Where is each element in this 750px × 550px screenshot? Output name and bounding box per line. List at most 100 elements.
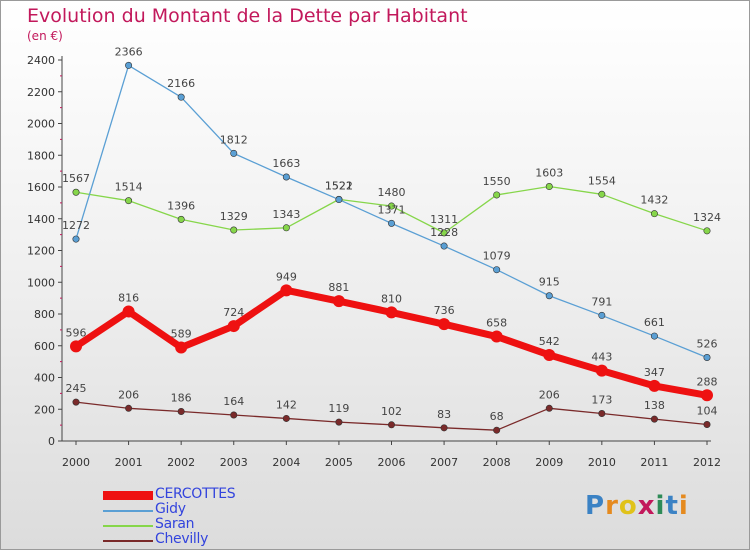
point-gidy (230, 149, 238, 157)
point-chevilly (387, 421, 395, 429)
y-tick-label-800: 800 (34, 308, 55, 321)
y-tick-label-600: 600 (34, 340, 55, 353)
series-line-cercottes (74, 286, 708, 399)
point-gidy (650, 332, 658, 340)
point-chevilly (282, 414, 290, 422)
point-saran (72, 188, 80, 196)
point-cercottes (332, 295, 345, 308)
point-chevilly (598, 410, 606, 418)
data-label-chevilly: 164 (223, 395, 244, 408)
point-chevilly (335, 418, 343, 426)
legend-swatch-saran (103, 525, 153, 527)
point-chevilly (440, 424, 448, 432)
point-chevilly (72, 398, 80, 406)
data-label-chevilly: 83 (437, 408, 451, 421)
data-label-chevilly: 245 (66, 382, 87, 395)
point-cercottes (280, 284, 293, 297)
x-tick-label-2001: 2001 (115, 456, 143, 469)
point-chevilly (230, 411, 238, 419)
y-tick-label-1800: 1800 (27, 149, 55, 162)
data-label-saran: 1311 (430, 213, 458, 226)
data-label-saran: 1550 (483, 175, 511, 188)
point-chevilly (177, 407, 185, 415)
data-label-cercottes: 736 (434, 304, 455, 317)
data-label-chevilly: 173 (591, 394, 612, 407)
x-tick-label-2004: 2004 (272, 456, 300, 469)
data-label-saran: 1432 (640, 194, 668, 207)
point-saran (440, 229, 448, 237)
data-label-gidy: 661 (644, 316, 665, 329)
point-saran (493, 191, 501, 199)
point-cercottes (648, 379, 661, 392)
point-cercottes (70, 340, 82, 353)
point-cercottes (438, 318, 451, 331)
data-label-saran: 1329 (220, 210, 248, 223)
point-saran (387, 202, 395, 210)
legend-label-gidy: Gidy (155, 501, 186, 517)
data-label-cercottes: 589 (171, 327, 192, 340)
data-label-gidy: 1079 (483, 250, 511, 263)
data-label-cercottes: 724 (223, 306, 244, 319)
y-tick-label-1600: 1600 (27, 181, 55, 194)
data-label-gidy: 1228 (430, 226, 458, 239)
data-label-cercottes: 596 (66, 326, 87, 339)
x-tick-label-2009: 2009 (535, 456, 563, 469)
data-label-cercottes: 949 (276, 270, 297, 283)
data-label-gidy: 1663 (272, 157, 300, 170)
legend-swatch-chevilly (103, 540, 153, 542)
point-gidy (598, 311, 606, 319)
point-saran (545, 183, 553, 191)
y-tick-label-1200: 1200 (27, 245, 55, 258)
data-label-cercottes: 816 (118, 291, 139, 304)
data-label-chevilly: 206 (118, 388, 139, 401)
legend-label-cercottes: CERCOTTES (155, 486, 236, 502)
y-tick-label-2000: 2000 (27, 118, 55, 131)
point-cercottes (701, 389, 713, 402)
x-tick-label-2002: 2002 (167, 456, 195, 469)
data-label-chevilly: 102 (381, 405, 402, 418)
point-gidy (335, 196, 343, 204)
data-label-gidy: 1272 (62, 219, 90, 232)
point-cercottes (122, 305, 135, 318)
point-saran (650, 210, 658, 218)
point-saran (177, 215, 185, 223)
y-tick-label-400: 400 (34, 372, 55, 385)
x-tick-label-2008: 2008 (483, 456, 511, 469)
legend-label-saran: Saran (155, 516, 195, 532)
data-label-gidy: 1371 (378, 203, 406, 216)
data-label-chevilly: 142 (276, 398, 297, 411)
point-cercottes (595, 364, 608, 377)
data-label-chevilly: 119 (328, 402, 349, 415)
x-tick-label-2000: 2000 (62, 456, 90, 469)
data-label-cercottes: 542 (539, 335, 560, 348)
x-tick-label-2005: 2005 (325, 456, 353, 469)
point-gidy (545, 292, 553, 300)
data-label-saran: 1514 (115, 181, 143, 194)
data-label-saran: 1567 (62, 172, 90, 185)
point-gidy (125, 61, 133, 69)
point-gidy (493, 266, 501, 274)
point-cercottes (543, 348, 556, 361)
data-label-cercottes: 881 (328, 281, 349, 294)
point-saran (598, 190, 606, 198)
point-chevilly (125, 404, 133, 412)
x-tick-label-2011: 2011 (640, 456, 668, 469)
x-tick-label-2007: 2007 (430, 456, 458, 469)
point-gidy (177, 93, 185, 101)
legend-swatch-gidy (103, 510, 153, 512)
data-label-chevilly: 68 (490, 410, 504, 423)
point-saran (703, 227, 711, 235)
x-tick-label-2006: 2006 (378, 456, 406, 469)
point-cercottes (490, 330, 503, 343)
data-label-gidy: 2166 (167, 77, 195, 90)
x-tick-label-2012: 2012 (693, 456, 721, 469)
y-tick-label-1000: 1000 (27, 276, 55, 289)
data-label-chevilly: 186 (171, 391, 192, 404)
proxiti-logo: Proxiti (585, 491, 689, 521)
data-label-chevilly: 206 (539, 388, 560, 401)
data-label-saran: 1554 (588, 174, 616, 187)
data-label-gidy: 526 (697, 337, 718, 350)
data-label-saran: 1603 (535, 167, 563, 180)
data-label-cercottes: 288 (697, 375, 718, 388)
point-cercottes (175, 341, 188, 354)
